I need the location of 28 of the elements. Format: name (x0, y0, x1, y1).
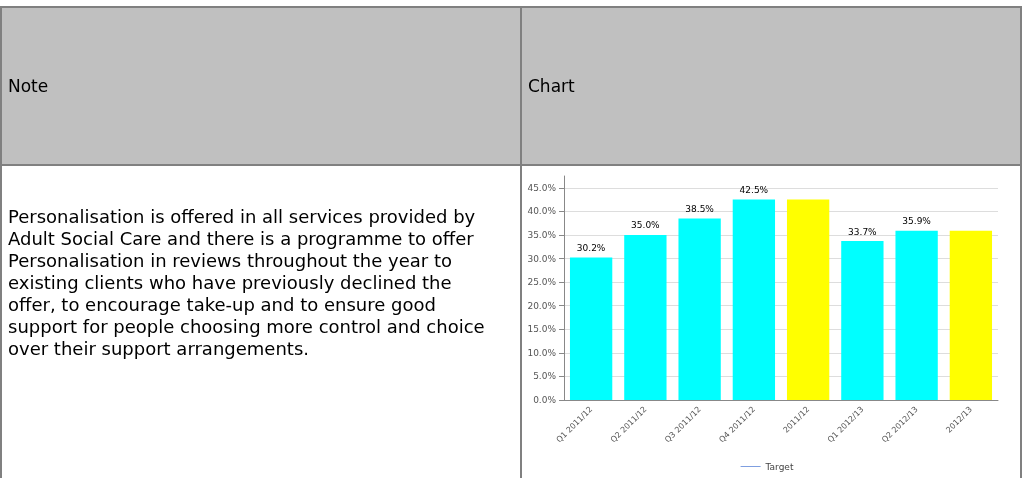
bar (841, 241, 884, 400)
data-label: 42.5% (739, 185, 769, 196)
data-label: 30.2% (576, 243, 606, 254)
bar (949, 230, 993, 400)
y-tick-label: 0.0% (533, 395, 557, 405)
y-tick-label: 35.0% (527, 229, 557, 240)
bar (624, 234, 667, 400)
bar (569, 257, 613, 400)
y-tick-label: 15.0% (527, 324, 557, 335)
bar (678, 218, 721, 400)
y-tick-label: 40.0% (527, 206, 557, 217)
bar (786, 199, 830, 400)
data-label: 38.5% (685, 203, 715, 214)
bar (895, 230, 938, 400)
text: Note (0, 6, 522, 166)
y-tick-label: 5.0% (533, 371, 557, 382)
y-tick-label: 20.0% (527, 300, 557, 311)
y-tick-label: 45.0% (527, 182, 557, 193)
text: Chart (520, 6, 1022, 166)
data-label: 35.9% (902, 216, 932, 227)
y-tick-label: 10.0% (527, 347, 557, 358)
bar (732, 199, 776, 400)
data-label: 33.7% (848, 226, 878, 237)
data-label: 35.0% (631, 220, 661, 231)
text: Personalisation is offered in all services provided by Adult Social Care and there is a programme to offer Personalisation in reviews throughout the year to existing clients who have previously declined the offer, to encourage take-up and to ensure good support for people choosing more control and choice over their support arrangements. (0, 164, 522, 478)
legend-label: Target (764, 461, 794, 472)
y-tick-label: 25.0% (527, 277, 557, 288)
y-tick-label: 30.0% (527, 253, 557, 264)
